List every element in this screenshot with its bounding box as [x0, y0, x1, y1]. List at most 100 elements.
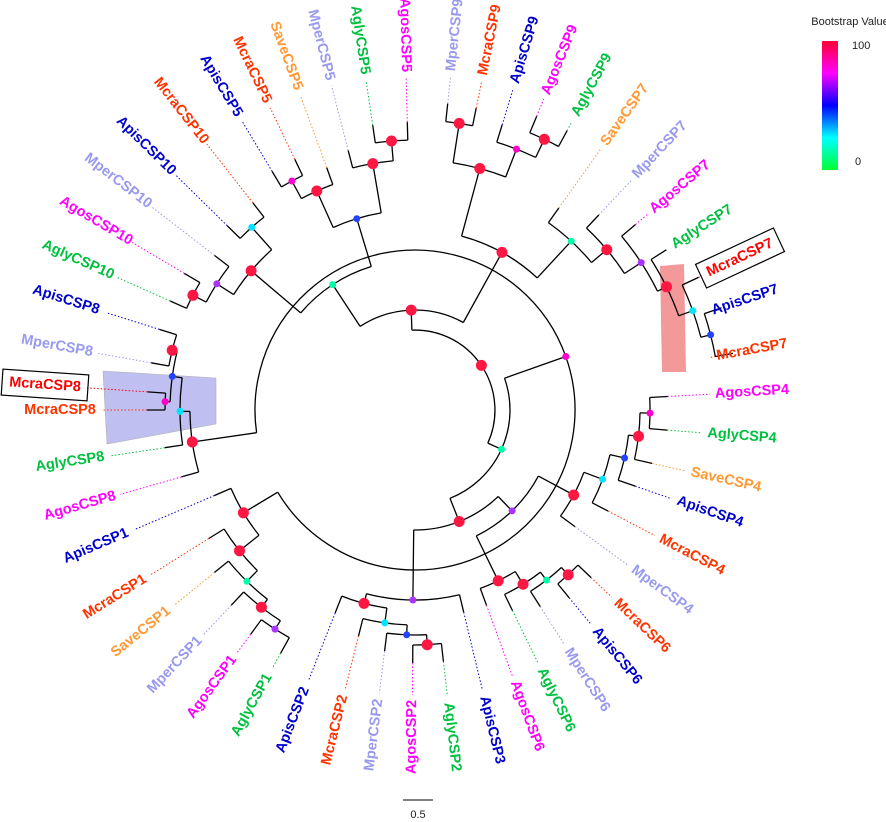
leaf-leader	[607, 510, 656, 536]
leaf-label: MperCSP2	[361, 698, 386, 772]
legend-max-label: 100	[852, 40, 870, 52]
branch	[294, 159, 304, 176]
leaf-leader	[131, 241, 185, 274]
csp7-highlight-wedge	[660, 264, 686, 372]
leaf-leader	[206, 143, 254, 204]
leaf-leader	[566, 121, 573, 131]
leaf-label: ApisCSP9	[507, 14, 543, 85]
legend-min-label: 0	[855, 156, 861, 168]
branch	[332, 284, 361, 327]
bootstrap-node	[288, 177, 296, 185]
leaf-label: McraCSP7	[715, 336, 788, 364]
branch	[214, 560, 229, 573]
leaf-label: SaveCSP5	[266, 19, 306, 92]
bootstrap-node	[508, 507, 516, 515]
leaf-label: MperCSP4	[628, 562, 696, 618]
branch	[147, 391, 166, 394]
bootstrap-node	[386, 135, 397, 147]
branch	[226, 225, 241, 239]
leaf-label: AglyCSP10	[39, 237, 116, 283]
leaf-label: McraCSP8	[9, 374, 82, 395]
branch	[586, 214, 600, 229]
bootstrap-node	[166, 344, 178, 356]
branch	[357, 618, 364, 637]
legend-title: Bootstrap Value	[811, 16, 886, 28]
bootstrap-node	[498, 445, 505, 453]
bootstrap-node	[186, 436, 198, 448]
bootstrap-node	[255, 601, 267, 613]
bootstrap-node	[496, 246, 508, 258]
branch	[271, 171, 282, 188]
leaf-label: AglyCSP5	[347, 5, 373, 76]
branch	[505, 148, 518, 178]
leaf-leader	[486, 605, 514, 677]
bootstrap-node	[637, 259, 645, 267]
leaf-leader	[269, 107, 296, 160]
branch	[326, 167, 334, 185]
branch	[280, 637, 290, 654]
leaf-leader	[150, 206, 215, 256]
bootstrap-node	[381, 619, 389, 627]
branch	[243, 491, 279, 514]
branch	[557, 130, 568, 147]
leaf-label: AgosCSP8	[42, 488, 118, 524]
leaf-label: MperCSP5	[304, 8, 338, 82]
branch	[151, 362, 170, 367]
leaf-label: AglyCSP4	[707, 425, 777, 446]
leaf-label: AgosCSP4	[715, 382, 790, 402]
leaf-leader	[475, 81, 483, 109]
branch	[412, 529, 415, 601]
leaf-label: McraCSP2	[318, 693, 351, 766]
leaf-leader	[536, 98, 545, 117]
bootstrap-node	[621, 454, 629, 462]
branch	[192, 432, 257, 443]
leaf-label: ApisCSP7	[710, 281, 781, 318]
branch	[649, 395, 668, 399]
leaf-leader	[667, 429, 701, 434]
leaf-label: ApisCSP4	[675, 493, 746, 531]
scale-bar: 0.5	[403, 799, 433, 821]
leaf-label: AglyCSP7	[668, 201, 735, 252]
branch	[577, 564, 592, 578]
bootstrap-node	[661, 281, 672, 293]
branch	[471, 107, 477, 126]
branch	[529, 590, 541, 607]
leaf-label: ApisCSP6	[589, 624, 645, 688]
bootstrap-node	[562, 569, 574, 581]
branch	[440, 643, 445, 662]
leaf-leader	[344, 635, 359, 690]
leaf-leader	[558, 148, 602, 209]
branch	[159, 328, 177, 336]
bootstrap-node	[601, 244, 613, 256]
leaf-leader	[175, 175, 228, 227]
leaf-label: SaveCSP4	[689, 464, 763, 495]
leaf-label: AgosCSP10	[57, 193, 136, 249]
leaf-label: ApisCSP10	[113, 113, 179, 179]
leaf-leader	[501, 90, 514, 126]
leaf-leader	[365, 81, 374, 126]
branch	[164, 444, 183, 449]
bootstrap-node	[358, 597, 370, 609]
leaf-leader	[590, 577, 612, 598]
branch	[557, 583, 570, 599]
branch	[383, 633, 388, 652]
leaf-label: AgosCSP5	[396, 0, 414, 72]
branch	[214, 254, 230, 268]
bootstrap-node	[567, 237, 575, 245]
leaf-leader	[598, 180, 632, 216]
leaf-leader	[698, 275, 703, 278]
leaf-leader	[635, 213, 649, 225]
branch	[214, 487, 232, 497]
bootstrap-node	[543, 576, 550, 584]
branch	[650, 249, 667, 261]
leaf-label: MperCSP8	[20, 332, 94, 360]
leaf-leader	[331, 85, 349, 151]
bootstrap-node	[475, 359, 487, 371]
branch	[547, 207, 560, 223]
branch	[496, 124, 503, 143]
bootstrap-node	[405, 304, 417, 316]
branch	[649, 427, 668, 431]
branch	[504, 594, 514, 611]
bootstrap-node	[271, 625, 279, 633]
bootstrap-node	[517, 578, 529, 590]
